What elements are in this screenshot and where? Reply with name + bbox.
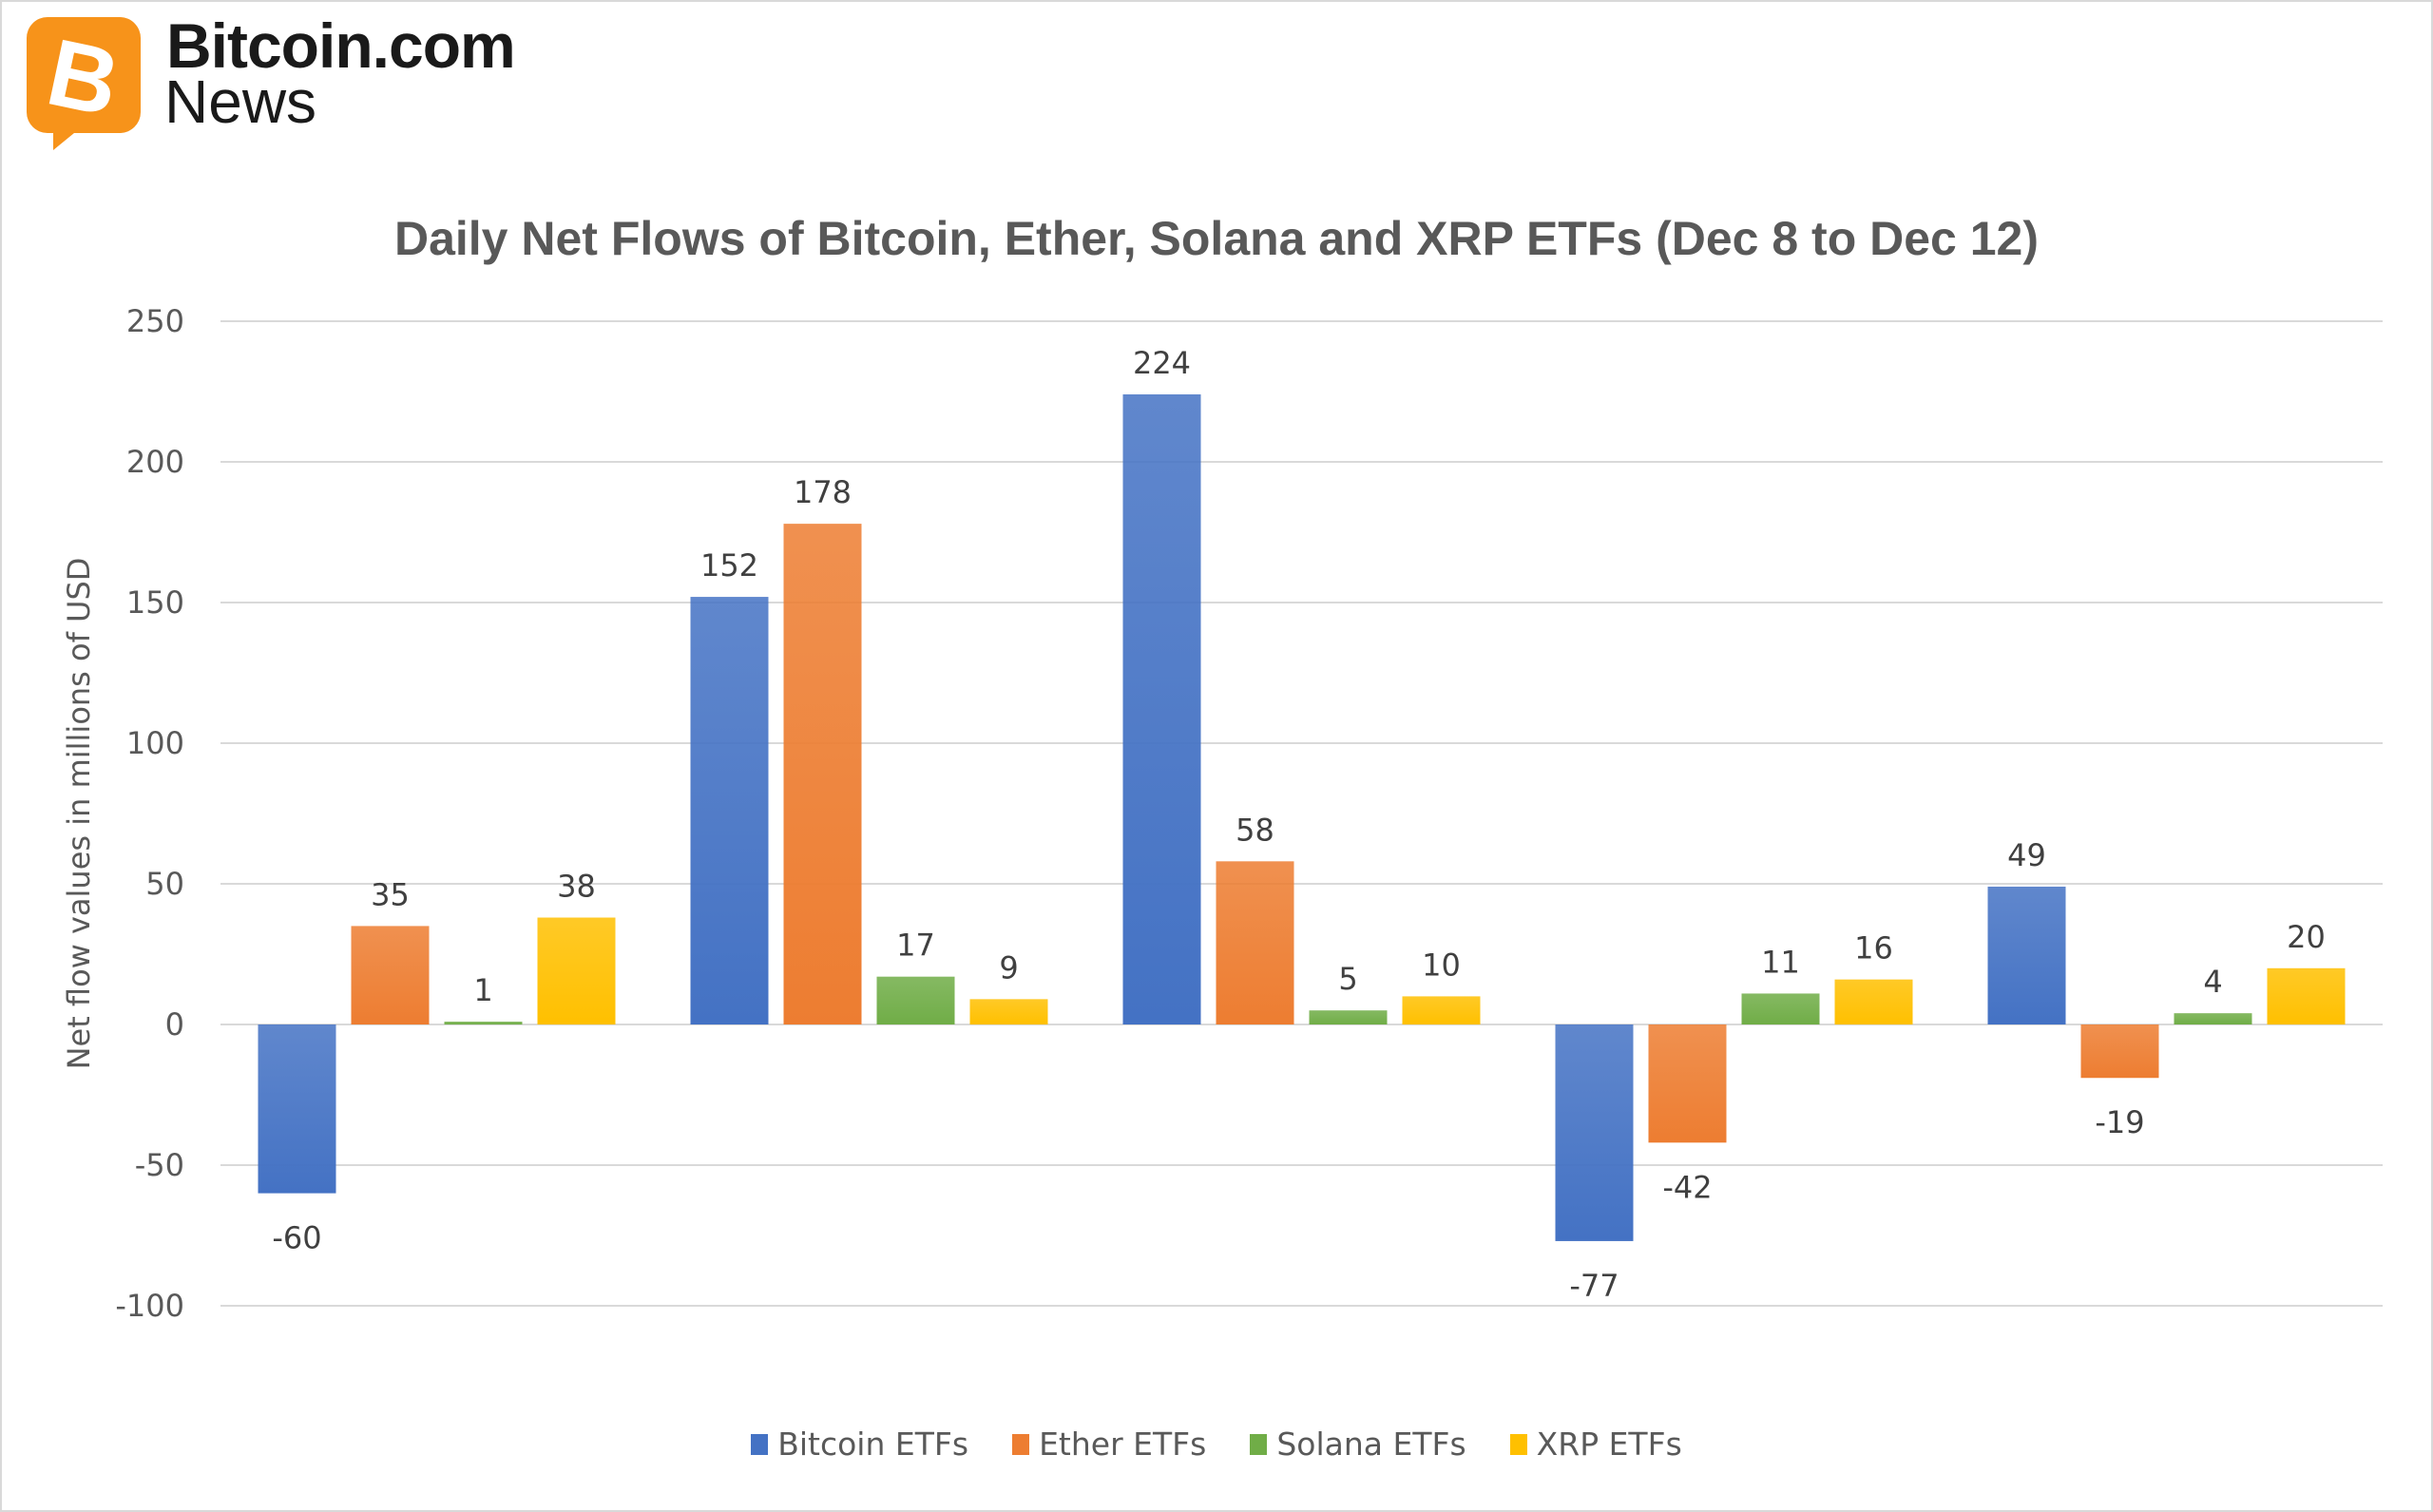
legend-swatch bbox=[751, 1433, 769, 1455]
data-label: 10 bbox=[1422, 947, 1461, 983]
data-label: 38 bbox=[557, 869, 596, 905]
y-tick-label: 250 bbox=[126, 303, 184, 339]
data-label: -42 bbox=[1662, 1169, 1712, 1205]
bar-solana-etfs bbox=[1741, 993, 1820, 1024]
legend-label: Bitcoin ETFs bbox=[777, 1426, 969, 1463]
legend-item: Ether ETFs bbox=[1012, 1426, 1206, 1463]
legend-item: XRP ETFs bbox=[1509, 1426, 1682, 1463]
legend-swatch bbox=[1509, 1433, 1527, 1455]
data-label: 17 bbox=[896, 928, 935, 964]
data-label: 58 bbox=[1236, 812, 1274, 848]
data-label: 4 bbox=[2203, 964, 2222, 1000]
bar-xrp-etfs bbox=[1834, 979, 1913, 1024]
data-label: 9 bbox=[999, 949, 1018, 986]
data-label: 152 bbox=[700, 547, 758, 584]
bar-ether-etfs bbox=[1216, 861, 1294, 1024]
data-label: 35 bbox=[371, 876, 410, 912]
legend-label: Solana ETFs bbox=[1276, 1426, 1466, 1463]
bar-xrp-etfs bbox=[1402, 996, 1481, 1024]
bar-xrp-etfs bbox=[2267, 967, 2346, 1024]
bar-ether-etfs bbox=[783, 524, 862, 1024]
data-label: 16 bbox=[1854, 930, 1893, 967]
data-label: -60 bbox=[272, 1220, 321, 1256]
y-tick-label: 100 bbox=[126, 725, 184, 761]
chart-title: Daily Net Flows of Bitcoin, Ether, Solan… bbox=[394, 212, 2039, 265]
legend-swatch bbox=[1250, 1433, 1268, 1455]
y-tick-label: 0 bbox=[165, 1006, 184, 1043]
bar-bitcoin-etfs bbox=[258, 1024, 336, 1194]
bar-solana-etfs bbox=[876, 976, 955, 1024]
data-label: 11 bbox=[1761, 944, 1800, 980]
bitcoin-logo-icon: B bbox=[27, 17, 141, 150]
data-label: 20 bbox=[2287, 919, 2326, 955]
legend: Bitcoin ETFs Ether ETFs Solana ETFs XRP ETF… bbox=[0, 1426, 2433, 1463]
bar-bitcoin-etfs bbox=[1555, 1024, 1634, 1241]
bar-bitcoin-etfs bbox=[1122, 393, 1201, 1025]
data-label: 49 bbox=[2007, 837, 2046, 873]
bar-xrp-etfs bbox=[537, 917, 616, 1024]
data-label: 178 bbox=[794, 474, 852, 510]
bar-solana-etfs bbox=[444, 1022, 523, 1024]
bar-xrp-etfs bbox=[969, 999, 1048, 1024]
bar-bitcoin-etfs bbox=[1987, 886, 2066, 1024]
bar-ether-etfs bbox=[1648, 1024, 1727, 1143]
legend-label: Ether ETFs bbox=[1039, 1426, 1207, 1463]
bar-ether-etfs bbox=[351, 926, 430, 1024]
brand-name: Bitcoin.com bbox=[166, 10, 516, 81]
data-label: -77 bbox=[1569, 1268, 1619, 1304]
y-tick-label: -50 bbox=[135, 1147, 184, 1183]
brand-sub: News bbox=[164, 67, 317, 136]
bar-ether-etfs bbox=[2080, 1024, 2159, 1079]
data-label: 224 bbox=[1133, 345, 1191, 381]
data-label: 1 bbox=[473, 972, 492, 1008]
y-axis-label: Net flow values in millions of USD bbox=[61, 558, 97, 1070]
y-tick-label: 200 bbox=[126, 444, 184, 480]
legend-swatch bbox=[1012, 1433, 1030, 1455]
bar-solana-etfs bbox=[2174, 1013, 2252, 1024]
legend-item: Bitcoin ETFs bbox=[751, 1426, 968, 1463]
legend-item: Solana ETFs bbox=[1250, 1426, 1466, 1463]
data-label: -19 bbox=[2095, 1104, 2144, 1140]
bar-solana-etfs bbox=[1309, 1010, 1388, 1024]
data-label: 5 bbox=[1338, 961, 1357, 997]
y-tick-label: -100 bbox=[115, 1288, 184, 1324]
y-tick-label: 50 bbox=[145, 866, 184, 902]
legend-label: XRP ETFs bbox=[1536, 1426, 1682, 1463]
bar-bitcoin-etfs bbox=[690, 597, 769, 1024]
y-tick-label: 150 bbox=[126, 584, 184, 621]
